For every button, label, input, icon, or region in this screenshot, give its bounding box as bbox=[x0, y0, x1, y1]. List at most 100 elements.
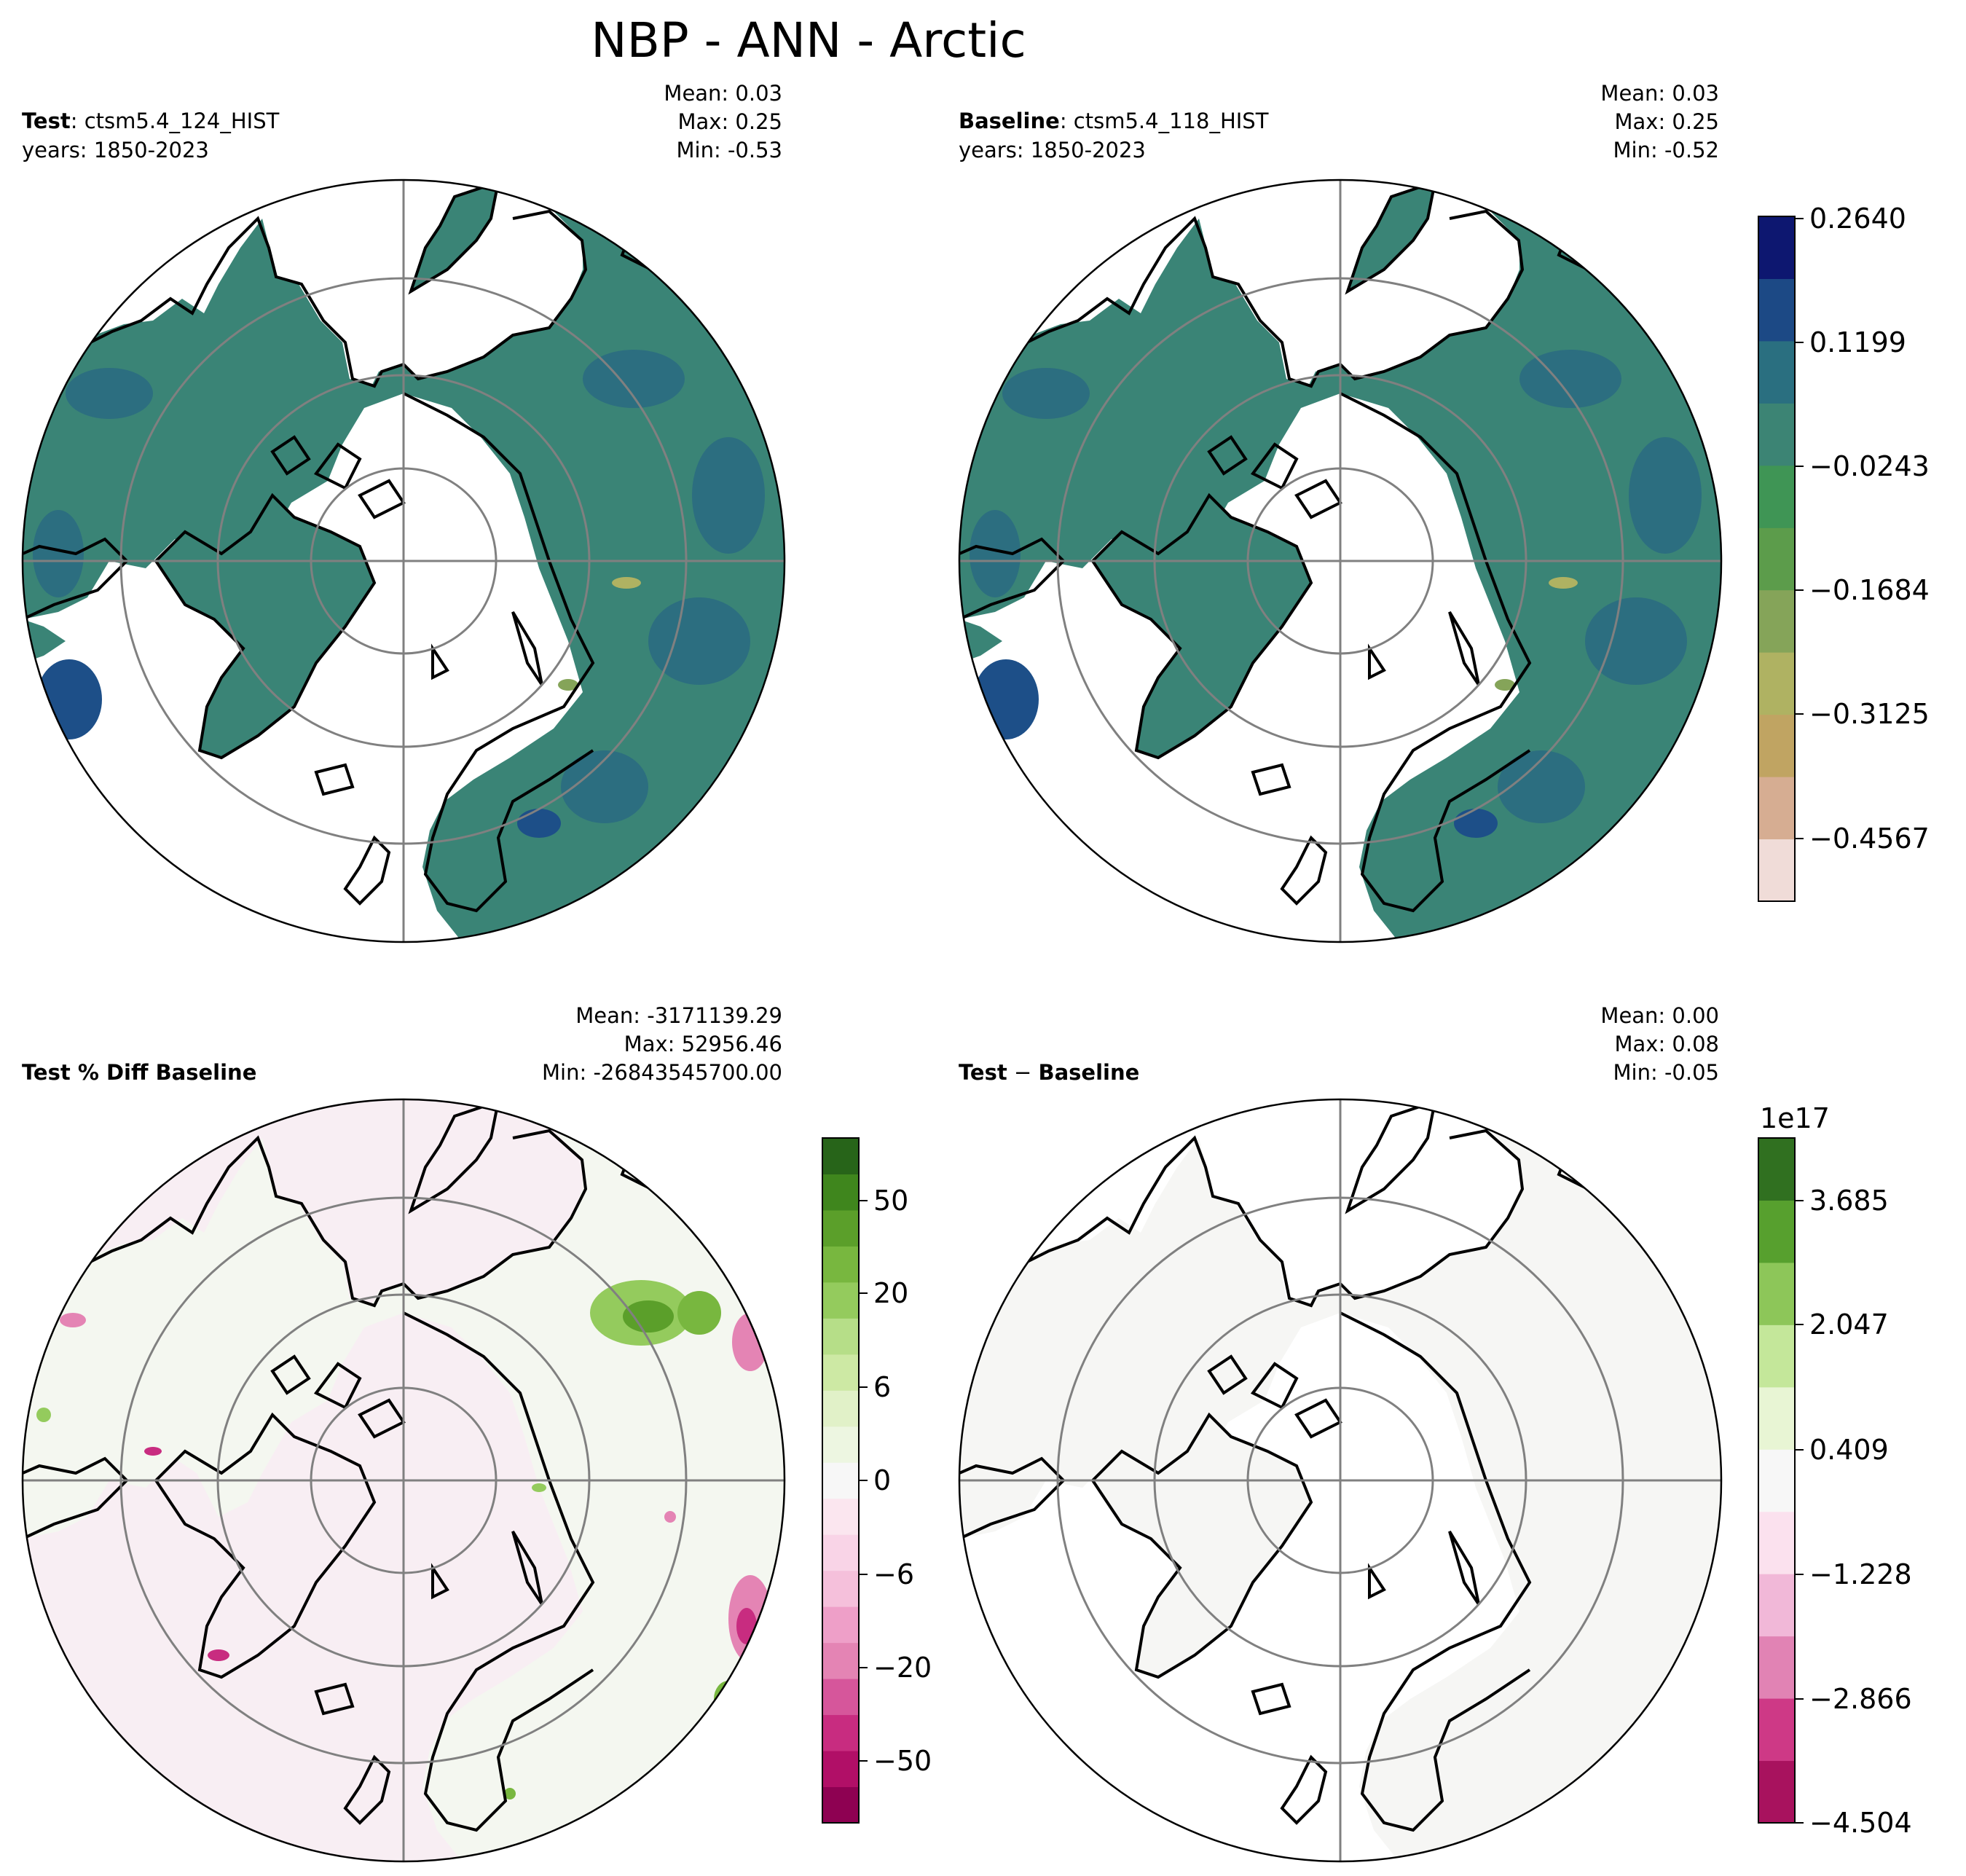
colorbar-top-tick-label: 0.2640 bbox=[1809, 203, 1906, 235]
panel-test-label-rest: : ctsm5.4_124_HIST bbox=[71, 109, 280, 133]
colorbar-pct-tick-label: −6 bbox=[873, 1558, 914, 1590]
panel-diff: Test − Baseline Mean: 0.00 Max: 0.08 Min… bbox=[958, 1003, 1723, 1863]
colorbar-diff: 1e17 3.685 2.047 0.409 −1.228 −2.866 −4.504 bbox=[1758, 1102, 1912, 1839]
colorbar-top-segment bbox=[1758, 777, 1795, 840]
colorbar-pct-segment bbox=[822, 1714, 859, 1751]
colorbar-diff-tick-label: 0.409 bbox=[1809, 1434, 1889, 1466]
map-diff bbox=[959, 1099, 1721, 1861]
colorbar-pct-segment bbox=[822, 1606, 859, 1644]
panel-baseline: Baseline: ctsm5.4_118_HIST years: 1850-2… bbox=[958, 81, 1723, 943]
colorbar-pct-segment bbox=[822, 1174, 859, 1211]
panel-test-years: years: 1850-2023 bbox=[22, 138, 209, 162]
panel-diff-mean: Mean: 0.00 bbox=[1600, 1003, 1719, 1028]
panel-diff-label-bold: Test bbox=[959, 1060, 1007, 1085]
colorbar-diff-segment bbox=[1758, 1138, 1795, 1201]
colorbar-pct-segment bbox=[822, 1318, 859, 1355]
colorbar-diff-tick-label: 2.047 bbox=[1809, 1308, 1889, 1341]
colorbar-diff-segment bbox=[1758, 1386, 1795, 1450]
colorbar-diff-tick-label: −4.504 bbox=[1809, 1807, 1912, 1839]
colorbar-diff-segment bbox=[1758, 1324, 1795, 1388]
colorbar-top-tick-label: −0.3125 bbox=[1809, 698, 1930, 730]
colorbar-top-tick-label: 0.1199 bbox=[1809, 326, 1906, 358]
colorbar-top-segment bbox=[1758, 527, 1795, 591]
panel-test: Test: ctsm5.4_124_HIST years: 1850-2023 … bbox=[21, 81, 786, 943]
colorbar-pct-segment bbox=[822, 1570, 859, 1607]
colorbar-top-segment bbox=[1758, 589, 1795, 653]
colorbar-pct-segment bbox=[822, 1498, 859, 1535]
colorbar-diff-segment bbox=[1758, 1760, 1795, 1824]
colorbar-pct-segment bbox=[822, 1138, 859, 1174]
colorbar-top-segment bbox=[1758, 216, 1795, 279]
colorbar-pct-segment bbox=[822, 1246, 859, 1283]
panel-baseline-min: Min: -0.52 bbox=[1613, 138, 1719, 162]
colorbar-pct-segment bbox=[822, 1679, 859, 1716]
colorbar-pct-tick-label: 0 bbox=[873, 1464, 891, 1496]
panel-pct-diff: Test % Diff Baseline Mean: -3171139.29 M… bbox=[21, 1003, 786, 1863]
colorbar-pct-segment bbox=[822, 1282, 859, 1319]
colorbar-pct-segment bbox=[822, 1534, 859, 1571]
colorbar-pct-tick-label: 20 bbox=[873, 1277, 908, 1309]
colorbar-diff-tick-label: 3.685 bbox=[1809, 1185, 1889, 1217]
panel-pct-diff-label: Test % Diff Baseline bbox=[22, 1060, 256, 1085]
colorbar-pct-tick-label: −50 bbox=[873, 1745, 932, 1777]
colorbar-pct-tick-label: 50 bbox=[873, 1185, 908, 1217]
colorbar-pct-segment bbox=[822, 1354, 859, 1391]
map-test-border bbox=[21, 178, 786, 943]
colorbar-top-tick-label: −0.4567 bbox=[1809, 823, 1930, 855]
colorbar-pct-segment bbox=[822, 1642, 859, 1679]
map-pct-diff-border bbox=[21, 1098, 786, 1863]
panel-baseline-max: Max: 0.25 bbox=[1614, 109, 1719, 134]
colorbar-pct-segment bbox=[822, 1786, 859, 1824]
colorbar-diff-segment bbox=[1758, 1698, 1795, 1762]
colorbar-pct-segment bbox=[822, 1462, 859, 1499]
panel-diff-min: Min: -0.05 bbox=[1613, 1060, 1719, 1085]
panel-test-min: Min: -0.53 bbox=[677, 138, 782, 162]
colorbar-pct: 50 20 6 0 −6 −20 −50 bbox=[822, 1137, 932, 1824]
panel-pct-diff-mean: Mean: -3171139.29 bbox=[575, 1003, 782, 1028]
colorbar-diff-multiplier: 1e17 bbox=[1760, 1102, 1830, 1134]
colorbar-pct-tick-label: 6 bbox=[873, 1371, 891, 1403]
colorbar-diff-segment bbox=[1758, 1200, 1795, 1263]
panel-diff-label-bold2: Baseline bbox=[1038, 1060, 1139, 1085]
colorbar-pct-segment bbox=[822, 1209, 859, 1247]
colorbar-diff-segment bbox=[1758, 1574, 1795, 1637]
panel-baseline-mean: Mean: 0.03 bbox=[1600, 81, 1719, 106]
map-test bbox=[23, 180, 785, 942]
colorbar-diff-segment bbox=[1758, 1449, 1795, 1512]
colorbar-top: 0.2640 0.1199 −0.0243 −0.1684 −0.3125 −0.4567 bbox=[1758, 203, 1930, 902]
panel-pct-diff-max: Max: 52956.46 bbox=[624, 1032, 782, 1056]
colorbar-pct-segment bbox=[822, 1390, 859, 1427]
colorbar-top-frame bbox=[1758, 216, 1796, 902]
colorbar-top-segment bbox=[1758, 403, 1795, 466]
panel-test-label: Test: ctsm5.4_124_HIST bbox=[22, 109, 280, 133]
panel-baseline-label-bold: Baseline bbox=[959, 109, 1060, 133]
panel-diff-label-minus: − bbox=[1007, 1060, 1039, 1085]
colorbar-top-tick-label: −0.1684 bbox=[1809, 574, 1930, 606]
colorbar-pct-segment bbox=[822, 1751, 859, 1788]
colorbar-top-segment bbox=[1758, 278, 1795, 342]
figure-title: NBP - ANN - Arctic bbox=[591, 12, 1026, 68]
panel-test-max: Max: 0.25 bbox=[677, 109, 782, 134]
panel-diff-label: Test − Baseline bbox=[959, 1060, 1139, 1085]
colorbar-diff-tick-label: −1.228 bbox=[1809, 1558, 1912, 1590]
panel-baseline-label-rest: : ctsm5.4_118_HIST bbox=[1060, 109, 1269, 133]
colorbar-pct-tick-label: −20 bbox=[873, 1652, 932, 1684]
map-baseline bbox=[959, 180, 1721, 942]
colorbar-diff-tick-label: −2.866 bbox=[1809, 1683, 1912, 1715]
colorbar-top-segment bbox=[1758, 839, 1795, 902]
colorbar-pct-segment bbox=[822, 1426, 859, 1463]
panel-test-label-bold: Test bbox=[22, 109, 71, 133]
colorbar-top-segment bbox=[1758, 714, 1795, 777]
map-diff-border bbox=[958, 1098, 1723, 1863]
map-pct-diff bbox=[23, 1099, 785, 1861]
colorbar-diff-frame bbox=[1758, 1137, 1796, 1824]
colorbar-diff-segment bbox=[1758, 1636, 1795, 1699]
panel-diff-max: Max: 0.08 bbox=[1614, 1032, 1719, 1056]
colorbar-top-segment bbox=[1758, 652, 1795, 715]
colorbar-top-tick-label: −0.0243 bbox=[1809, 450, 1930, 482]
panel-pct-diff-min: Min: -26843545700.00 bbox=[542, 1060, 782, 1085]
panel-test-mean: Mean: 0.03 bbox=[664, 81, 782, 106]
panel-baseline-years: years: 1850-2023 bbox=[959, 138, 1146, 162]
graticule-test bbox=[23, 180, 785, 942]
